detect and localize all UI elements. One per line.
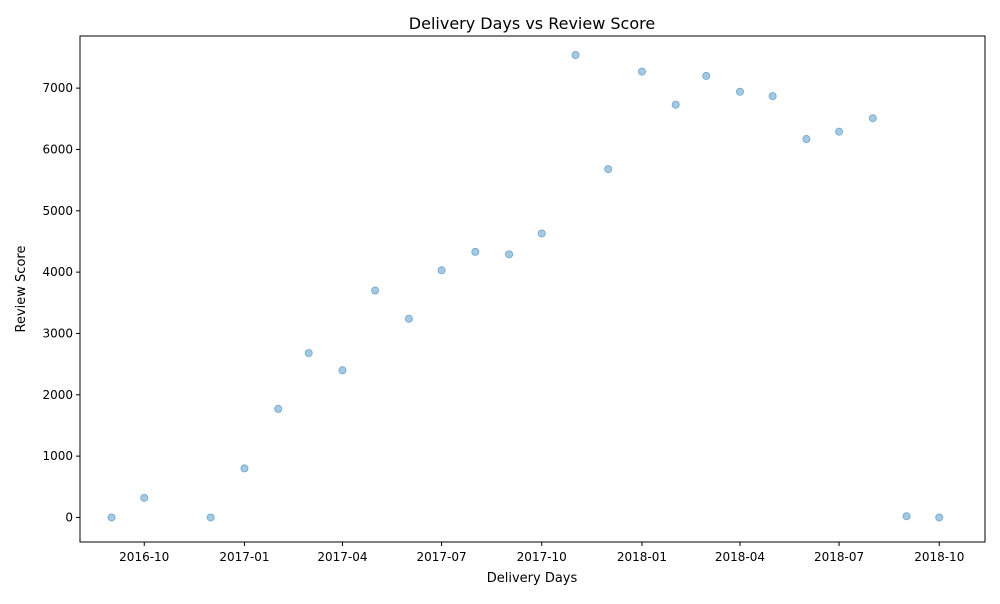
y-axis-label: Review Score	[14, 246, 29, 333]
y-tick-label: 1000	[42, 449, 73, 463]
data-point	[304, 349, 313, 358]
x-tick-label: 2017-07	[416, 550, 466, 564]
y-tick-label: 6000	[42, 142, 73, 156]
data-point	[702, 71, 711, 80]
y-tick-label: 5000	[42, 204, 73, 218]
x-tick-label: 2017-10	[517, 550, 567, 564]
data-point	[902, 512, 911, 521]
data-point	[274, 404, 283, 413]
y-tick-label: 0	[65, 510, 73, 524]
y-tick-label: 2000	[42, 388, 73, 402]
x-tick-label: 2018-01	[617, 550, 667, 564]
data-point	[437, 266, 446, 275]
data-point	[868, 114, 877, 123]
x-axis-label: Delivery Days	[487, 571, 578, 586]
data-point	[637, 67, 646, 76]
data-point	[802, 135, 811, 144]
data-point	[735, 87, 744, 96]
data-point	[505, 250, 514, 259]
data-point	[604, 165, 613, 174]
data-point	[404, 314, 413, 323]
data-point	[935, 513, 944, 522]
chart-title: Delivery Days vs Review Score	[409, 14, 655, 33]
data-point	[537, 229, 546, 238]
data-point	[671, 100, 680, 109]
x-tick-label: 2018-07	[814, 550, 864, 564]
data-point	[768, 92, 777, 101]
x-tick-label: 2016-10	[119, 550, 169, 564]
data-point	[471, 247, 480, 256]
data-point	[240, 464, 249, 473]
data-point	[371, 286, 380, 295]
data-point	[571, 51, 580, 60]
data-point	[140, 493, 149, 502]
axes-layer: 2016-10 2017-01 2017-04 2017-07 2017-10 2018-…	[42, 35, 986, 564]
x-tick-label: 2017-01	[219, 550, 269, 564]
data-point	[206, 513, 215, 522]
plot-frame	[79, 35, 986, 543]
data-point	[107, 513, 116, 522]
y-tick-label: 7000	[42, 81, 73, 95]
points-layer	[107, 51, 944, 522]
x-tick-label: 2017-04	[317, 550, 367, 564]
x-tick-label: 2018-10	[914, 550, 964, 564]
x-tick-label: 2018-04	[715, 550, 765, 564]
y-tick-label: 4000	[42, 265, 73, 279]
y-tick-label: 3000	[42, 326, 73, 340]
data-point	[835, 127, 844, 136]
data-point	[338, 366, 347, 375]
